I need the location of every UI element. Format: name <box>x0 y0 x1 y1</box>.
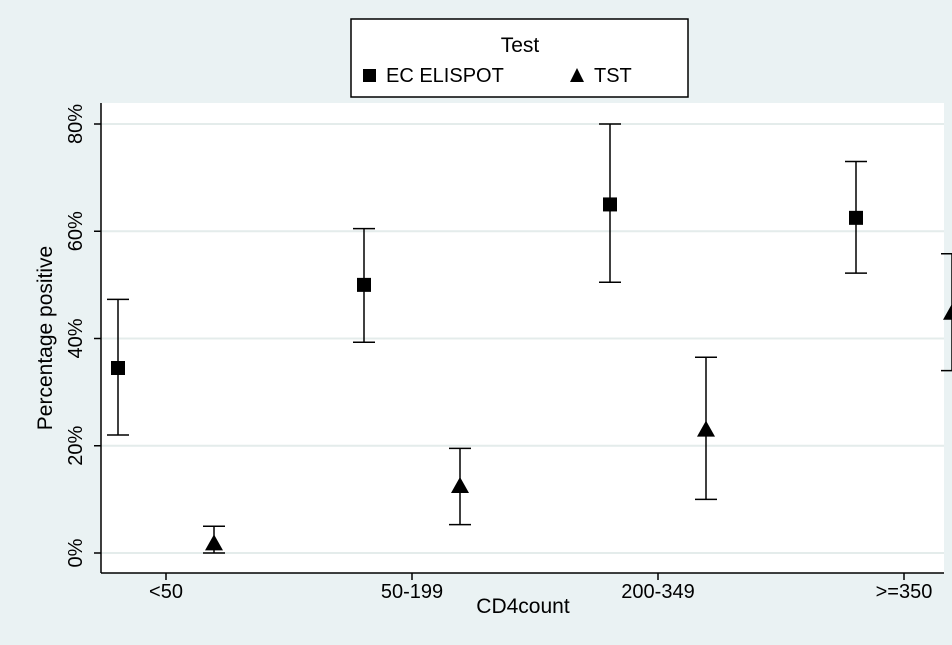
plot-layer: 0% 20% 40% 60% 80% <50 50-199 200-349 >=350 <box>65 103 952 603</box>
y-tick-label: 0% <box>65 538 87 567</box>
y-tick-label: 60% <box>65 211 87 251</box>
legend-label-tst: TST <box>594 65 632 87</box>
y-tick-label: 80% <box>65 104 87 144</box>
tst-point <box>697 420 715 437</box>
ec-elispot-point <box>849 210 863 225</box>
ec-elispot-point <box>603 197 617 212</box>
legend-box <box>350 18 689 98</box>
ec-elispot-point <box>111 360 125 375</box>
x-tick-label: 200-349 <box>621 581 694 603</box>
tst-point <box>943 303 952 320</box>
x-axis-label: CD4count <box>476 595 570 618</box>
tst-point <box>205 534 223 551</box>
legend-title: Test <box>501 34 540 57</box>
legend: Test EC ELISPOT TST <box>350 18 689 98</box>
tst-point <box>451 476 469 493</box>
y-tick-label: 20% <box>65 426 87 466</box>
legend-label-ec-elispot: EC ELISPOT <box>386 65 504 87</box>
x-tick-label: <50 <box>149 581 183 603</box>
y-axis-label: Percentage positive <box>34 246 57 430</box>
y-tick-label: 40% <box>65 318 87 358</box>
legend-marker-tst <box>570 68 584 82</box>
x-tick-label: 50-199 <box>381 581 443 603</box>
legend-marker-ec-elispot <box>363 69 376 82</box>
ec-elispot-point <box>357 277 371 292</box>
x-tick-label: >=350 <box>876 581 933 603</box>
